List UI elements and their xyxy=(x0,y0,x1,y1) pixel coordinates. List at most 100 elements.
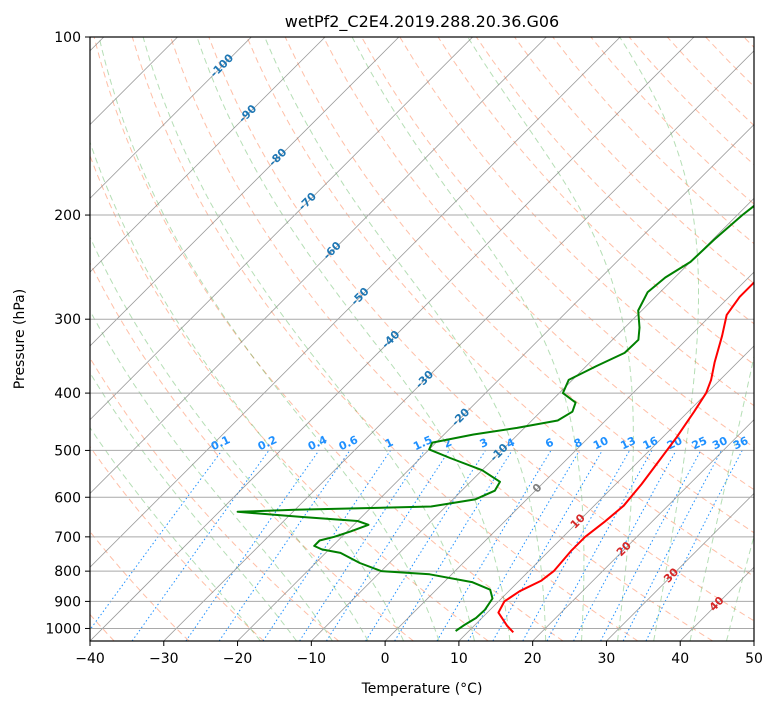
isotherm xyxy=(90,37,621,568)
mixing-ratio-line xyxy=(600,450,702,641)
moist-adiabat xyxy=(90,140,405,641)
isotherm-label: -60 xyxy=(321,239,344,262)
mixing-ratio-line xyxy=(262,450,392,641)
isotherm xyxy=(90,37,547,495)
x-tick-label: 50 xyxy=(745,651,763,667)
x-tick-label: −30 xyxy=(149,651,179,667)
mixing-ratio-line xyxy=(218,450,351,641)
dry-adiabat xyxy=(552,37,754,245)
isotherm xyxy=(90,37,473,421)
isotherm xyxy=(237,123,754,641)
mixing-ratio-label: 16 xyxy=(641,434,661,452)
y-tick-label: 1000 xyxy=(45,621,81,637)
x-tick-label: −40 xyxy=(75,651,105,667)
background-lines xyxy=(90,37,754,641)
mixing-ratio-line xyxy=(394,450,513,641)
mixing-ratio-line xyxy=(185,450,320,641)
x-tick-label: 0 xyxy=(381,651,390,667)
x-tick-label: −10 xyxy=(297,651,327,667)
mixing-ratio-label: 30 xyxy=(710,434,730,452)
moist-adiabat xyxy=(351,37,585,641)
dry-adiabat xyxy=(208,37,754,622)
dry-adiabat xyxy=(131,37,639,641)
isotherm-label: 20 xyxy=(614,539,634,559)
dry-adiabat xyxy=(514,37,754,285)
y-tick-label: 400 xyxy=(54,386,81,402)
isotherm xyxy=(753,640,754,641)
mixing-ratio-label: 25 xyxy=(690,434,709,452)
plot-frame xyxy=(89,36,755,642)
temperature-profile xyxy=(497,281,754,633)
profiles xyxy=(236,204,754,633)
isotherm-label: 0 xyxy=(530,481,545,496)
isotherm-label: -40 xyxy=(379,328,402,351)
isotherm xyxy=(90,37,252,199)
x-tick-label: 40 xyxy=(671,651,689,667)
x-tick-label: 10 xyxy=(450,651,468,667)
isotherm xyxy=(90,37,695,641)
grid-lines xyxy=(90,37,754,641)
dry-adiabat xyxy=(705,37,754,88)
moist-adiabat xyxy=(90,371,297,641)
y-tick-label: 500 xyxy=(54,443,81,459)
isotherm xyxy=(532,419,754,641)
mixing-ratio-line xyxy=(325,450,450,641)
moist-adiabat xyxy=(196,37,511,641)
y-tick-label: 700 xyxy=(54,530,81,546)
moist-adiabat xyxy=(689,354,754,641)
mixing-ratio-label: 3 xyxy=(478,436,490,451)
dry-adiabat xyxy=(90,154,489,641)
isotherm xyxy=(458,345,754,641)
mixing-ratio-line xyxy=(546,450,653,641)
mixing-ratio-label: 10 xyxy=(591,434,611,452)
y-tick-label: 800 xyxy=(54,564,81,580)
moist-adiabat xyxy=(619,37,699,641)
mixing-ratio-line xyxy=(645,450,743,641)
moist-adiabat xyxy=(264,37,547,641)
moist-adiabat xyxy=(90,426,261,641)
y-tick-label: 900 xyxy=(54,594,81,610)
mixing-ratio-line xyxy=(622,450,722,641)
y-axis: 100 200 300 400 500 600 700 800 900 1000 xyxy=(45,30,90,637)
dry-adiabat xyxy=(90,357,339,641)
y-tick-label: 200 xyxy=(54,208,81,224)
moist-adiabat xyxy=(142,37,475,641)
dry-adiabat xyxy=(743,37,754,48)
mixing-ratio-line xyxy=(299,450,425,641)
isotherm-label: 40 xyxy=(707,594,727,614)
x-tick-label: 20 xyxy=(524,651,542,667)
isotherm-label: -30 xyxy=(413,368,436,391)
dry-adiabat xyxy=(628,37,754,166)
isotherm xyxy=(311,197,754,641)
isotherm-label: -100 xyxy=(208,51,237,80)
isotherm xyxy=(606,492,754,641)
dry-adiabat xyxy=(437,37,754,366)
isotherm-label: -90 xyxy=(236,102,259,125)
moist-adiabat xyxy=(90,309,333,641)
dry-adiabat xyxy=(246,37,754,577)
x-tick-label: −20 xyxy=(223,651,253,667)
chart-title: wetPf2_C2E4.2019.288.20.36.G06 xyxy=(285,12,559,32)
isotherm xyxy=(163,50,754,641)
mixing-ratio-label: 6 xyxy=(543,436,556,451)
dry-adiabat xyxy=(90,261,414,641)
mixing-ratio-line xyxy=(90,450,223,631)
x-axis-label: Temperature (°C) xyxy=(361,681,483,697)
dry-adiabat xyxy=(322,37,754,491)
mixing-ratio-label: 13 xyxy=(619,434,638,452)
dewpoint-profile xyxy=(236,204,754,632)
dry-adiabat xyxy=(93,37,564,641)
isotherm xyxy=(384,271,754,641)
y-axis-label: Pressure (hPa) xyxy=(12,289,28,389)
isotherm-label: -50 xyxy=(348,285,371,308)
y-tick-label: 100 xyxy=(54,30,81,46)
x-axis: −40 −30 −20 −10 0 10 20 30 40 50 xyxy=(75,641,763,667)
mixing-ratio-label: 36 xyxy=(731,434,751,452)
mixing-ratio-line xyxy=(522,450,631,641)
isotherm-label: 30 xyxy=(661,565,681,585)
isotherm xyxy=(90,37,400,347)
dry-adiabat xyxy=(90,445,265,641)
y-tick-label: 300 xyxy=(54,312,81,328)
dry-adiabat xyxy=(284,37,754,534)
